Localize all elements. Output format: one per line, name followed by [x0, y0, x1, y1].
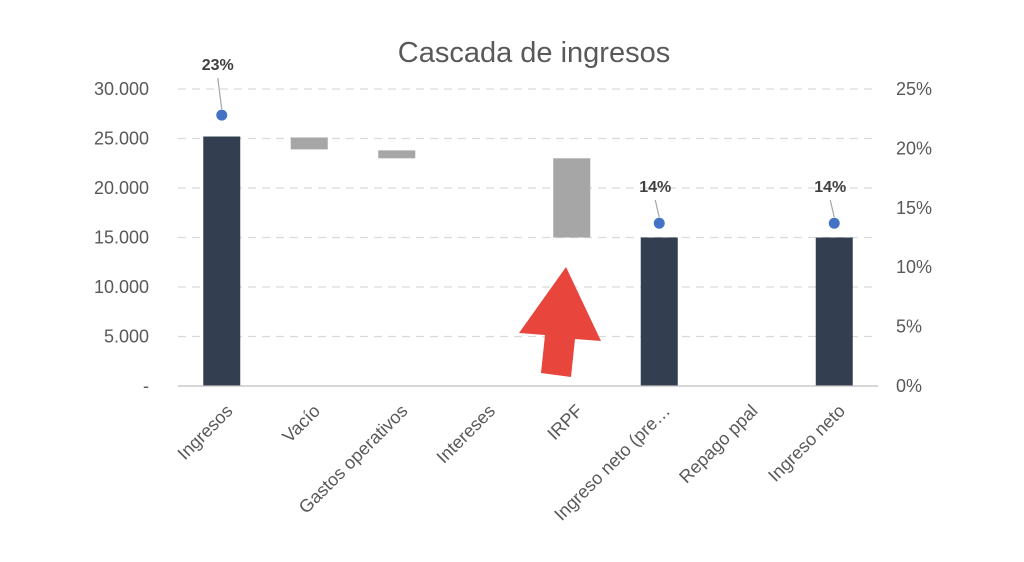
percentage-point: [828, 217, 840, 229]
x-category-label: Vacío: [278, 401, 324, 447]
y-left-tick-label: 15.000: [94, 228, 149, 248]
grid-layer: [178, 88, 878, 338]
y-left-tick-label: 5.000: [104, 327, 149, 347]
leader-line: [217, 77, 223, 110]
bar-change: [290, 137, 328, 150]
percentage-label: 14%: [814, 179, 846, 196]
points-layer: 23% 14% 14%: [202, 57, 846, 229]
x-category-label: Repago ppal: [675, 401, 761, 487]
y-right-tick-label: 25%: [896, 79, 932, 99]
bar-total: [203, 136, 241, 386]
percentage-label: 14%: [639, 179, 671, 196]
x-category-label: Intereses: [433, 401, 500, 468]
y-right-tick-label: 15%: [896, 198, 932, 218]
bar-change: [553, 158, 591, 238]
bar-total: [815, 237, 853, 386]
percentage-point: [653, 217, 665, 229]
leader-line: [829, 199, 835, 218]
percentage-point: [216, 109, 228, 121]
y-right-tick-label: 0%: [896, 376, 922, 396]
bars-layer: [203, 136, 853, 386]
y-right-tick-label: 5%: [896, 317, 922, 337]
chart-title: Cascada de ingresos: [398, 37, 670, 69]
y-left-tick-label: -: [143, 376, 149, 396]
x-category-label: Ingreso neto: [764, 401, 849, 486]
x-category-label: Ingresos: [174, 401, 237, 464]
annotation-arrow: [519, 267, 601, 377]
y-right-tick-label: 20%: [896, 138, 932, 158]
y-left-tick-label: 30.000: [94, 79, 149, 99]
leader-line: [654, 199, 660, 218]
bar-total: [640, 237, 678, 386]
y-left-tick-label: 10.000: [94, 277, 149, 297]
y-left-tick-label: 20.000: [94, 178, 149, 198]
percentage-label: 23%: [202, 57, 234, 74]
bar-change: [378, 150, 416, 159]
y-right-tick-label: 10%: [896, 257, 932, 277]
y-left-tick-label: 25.000: [94, 129, 149, 149]
x-category-label: IRPF: [543, 401, 586, 444]
